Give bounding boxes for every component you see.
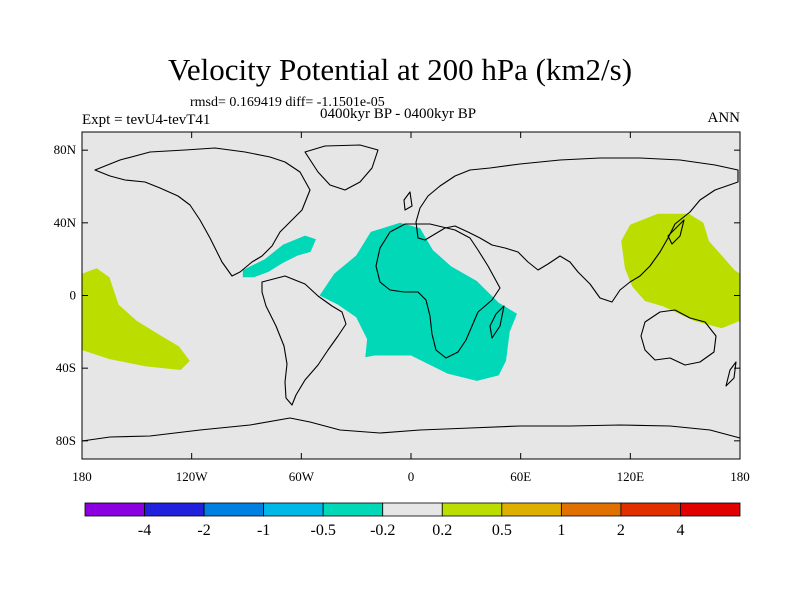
colorbar-label: 0.2 — [432, 522, 452, 539]
colorbar-label: -2 — [197, 522, 210, 539]
colorbar: -4 -2 -1 -0.5 -0.2 0.2 0.5 1 2 4 — [84, 502, 741, 539]
region-caribbean-negative — [242, 235, 316, 278]
y-tick-label: 0 — [70, 288, 77, 303]
coastline-south-america — [261, 275, 347, 406]
colorbar-box — [620, 502, 681, 517]
coastline-africa — [375, 223, 501, 359]
region-central-pacific-positive — [82, 268, 190, 370]
y-tick-label: 40N — [54, 215, 77, 230]
colorbar-label: -0.2 — [370, 522, 395, 539]
y-tick-label: 80N — [54, 142, 77, 157]
colorbar-label: 2 — [617, 522, 625, 539]
colorbar-box — [203, 502, 265, 517]
colorbar-label: 4 — [676, 522, 684, 539]
coastline-north-america — [94, 147, 311, 277]
region-atlantic-africa-negative — [319, 222, 517, 381]
x-tick-label: 180 — [730, 469, 750, 484]
y-axis-ticks: 80N 40N 0 40S 80S — [54, 142, 740, 448]
colorbar-box — [144, 502, 205, 517]
colorbar-box — [322, 502, 384, 517]
coastline-japan — [667, 219, 685, 245]
y-tick-label: 80S — [56, 433, 76, 448]
colorbar-box — [84, 502, 145, 517]
rmsd-diff-subtitle: rmsd= 0.169419 diff= -1.1501e-05 — [190, 95, 385, 110]
x-tick-label: 180 — [72, 469, 92, 484]
coastline-layer — [81, 144, 741, 442]
colorbar-box — [441, 502, 503, 517]
colorbar-label: 1 — [557, 522, 565, 539]
x-axis-ticks: 180 120W 60W 0 60E 120E 180 — [72, 132, 750, 484]
experiment-label: Expt = tevU4-tevT41 — [82, 112, 211, 128]
colorbar-label: -4 — [138, 522, 151, 539]
coastline-madagascar — [489, 305, 505, 339]
colorbar-box — [263, 502, 324, 517]
coastline-uk — [403, 191, 413, 211]
colorbar-box — [680, 502, 741, 517]
coastline-australia — [640, 309, 717, 366]
season-label: ANN — [707, 110, 741, 126]
x-tick-label: 60E — [510, 469, 531, 484]
period-label: 0400kyr BP - 0400kyr BP — [320, 106, 477, 122]
coastline-antarctica — [81, 417, 741, 442]
x-tick-label: 60W — [289, 469, 315, 484]
coastline-eurasia — [415, 157, 739, 303]
region-west-pacific-positive — [621, 213, 740, 329]
x-tick-label: 120E — [617, 469, 645, 484]
x-tick-label: 120W — [176, 469, 209, 484]
colorbar-label: -1 — [257, 522, 270, 539]
colorbar-label: -0.5 — [311, 522, 336, 539]
coastline-greenland — [304, 144, 379, 191]
colorbar-box — [382, 502, 443, 517]
colorbar-label: 0.5 — [492, 522, 512, 539]
colorbar-box — [501, 502, 562, 517]
contour-fill-layer — [82, 213, 740, 381]
colorbar-box — [560, 502, 622, 517]
x-tick-label: 0 — [408, 469, 415, 484]
coastline-new-zealand — [725, 361, 737, 387]
map-title: Velocity Potential at 200 hPa (km2/s) — [167, 52, 633, 87]
y-tick-label: 40S — [56, 360, 76, 375]
